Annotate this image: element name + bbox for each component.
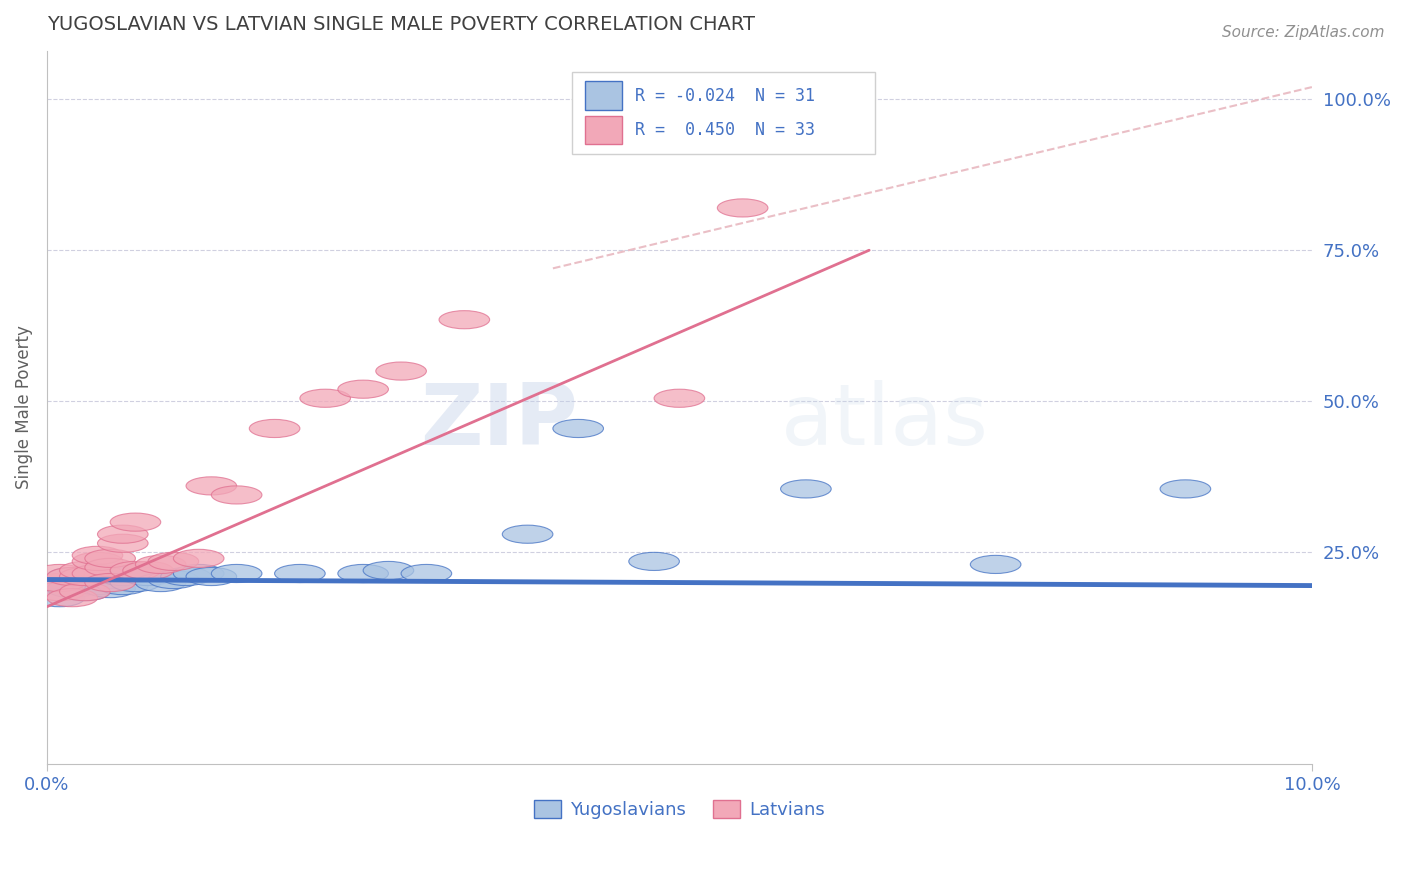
Text: Source: ZipAtlas.com: Source: ZipAtlas.com bbox=[1222, 25, 1385, 40]
Ellipse shape bbox=[135, 556, 186, 574]
FancyBboxPatch shape bbox=[572, 72, 876, 154]
Ellipse shape bbox=[439, 310, 489, 329]
Ellipse shape bbox=[34, 582, 84, 600]
Ellipse shape bbox=[34, 576, 84, 595]
Text: YUGOSLAVIAN VS LATVIAN SINGLE MALE POVERTY CORRELATION CHART: YUGOSLAVIAN VS LATVIAN SINGLE MALE POVER… bbox=[46, 15, 755, 34]
Legend: Yugoslavians, Latvians: Yugoslavians, Latvians bbox=[527, 792, 832, 826]
Ellipse shape bbox=[72, 546, 122, 565]
Ellipse shape bbox=[34, 589, 84, 607]
Ellipse shape bbox=[46, 589, 97, 607]
Ellipse shape bbox=[780, 480, 831, 498]
Ellipse shape bbox=[84, 574, 135, 591]
Ellipse shape bbox=[46, 567, 97, 585]
Ellipse shape bbox=[34, 574, 84, 591]
Ellipse shape bbox=[122, 561, 173, 580]
FancyBboxPatch shape bbox=[585, 81, 623, 110]
Ellipse shape bbox=[186, 477, 236, 495]
Ellipse shape bbox=[59, 574, 110, 591]
Text: atlas: atlas bbox=[780, 380, 988, 463]
Ellipse shape bbox=[299, 389, 350, 408]
Ellipse shape bbox=[628, 552, 679, 571]
Ellipse shape bbox=[654, 389, 704, 408]
Ellipse shape bbox=[72, 565, 122, 582]
Ellipse shape bbox=[97, 576, 148, 595]
Ellipse shape bbox=[84, 580, 135, 598]
Ellipse shape bbox=[59, 567, 110, 585]
Ellipse shape bbox=[59, 582, 110, 600]
Ellipse shape bbox=[1160, 480, 1211, 498]
Ellipse shape bbox=[148, 552, 198, 571]
Ellipse shape bbox=[173, 549, 224, 567]
Ellipse shape bbox=[970, 556, 1021, 574]
Ellipse shape bbox=[46, 580, 97, 598]
Ellipse shape bbox=[84, 558, 135, 576]
Ellipse shape bbox=[110, 513, 160, 532]
Ellipse shape bbox=[780, 114, 831, 132]
Ellipse shape bbox=[135, 574, 186, 591]
Ellipse shape bbox=[160, 567, 211, 585]
Ellipse shape bbox=[110, 565, 160, 582]
Ellipse shape bbox=[46, 567, 97, 585]
Ellipse shape bbox=[72, 576, 122, 595]
Ellipse shape bbox=[375, 362, 426, 380]
Ellipse shape bbox=[59, 582, 110, 600]
Ellipse shape bbox=[553, 419, 603, 438]
Y-axis label: Single Male Poverty: Single Male Poverty bbox=[15, 326, 32, 490]
Ellipse shape bbox=[59, 561, 110, 580]
Ellipse shape bbox=[122, 567, 173, 585]
Ellipse shape bbox=[211, 565, 262, 582]
Ellipse shape bbox=[72, 552, 122, 571]
Ellipse shape bbox=[211, 486, 262, 504]
Ellipse shape bbox=[249, 419, 299, 438]
Ellipse shape bbox=[97, 525, 148, 543]
Ellipse shape bbox=[363, 561, 413, 580]
Text: R = -0.024  N = 31: R = -0.024 N = 31 bbox=[636, 87, 815, 104]
Ellipse shape bbox=[110, 561, 160, 580]
Ellipse shape bbox=[755, 114, 806, 132]
Ellipse shape bbox=[110, 574, 160, 591]
Ellipse shape bbox=[97, 567, 148, 585]
Ellipse shape bbox=[186, 567, 236, 585]
Ellipse shape bbox=[337, 380, 388, 398]
Text: ZIP: ZIP bbox=[420, 380, 578, 463]
Ellipse shape bbox=[34, 565, 84, 582]
Ellipse shape bbox=[401, 565, 451, 582]
Ellipse shape bbox=[274, 565, 325, 582]
FancyBboxPatch shape bbox=[585, 116, 623, 145]
Text: R =  0.450  N = 33: R = 0.450 N = 33 bbox=[636, 121, 815, 139]
Ellipse shape bbox=[717, 199, 768, 217]
Ellipse shape bbox=[502, 525, 553, 543]
Ellipse shape bbox=[97, 534, 148, 552]
Ellipse shape bbox=[72, 565, 122, 582]
Ellipse shape bbox=[148, 571, 198, 589]
Ellipse shape bbox=[84, 571, 135, 589]
Ellipse shape bbox=[84, 549, 135, 567]
Ellipse shape bbox=[173, 565, 224, 582]
Ellipse shape bbox=[337, 565, 388, 582]
